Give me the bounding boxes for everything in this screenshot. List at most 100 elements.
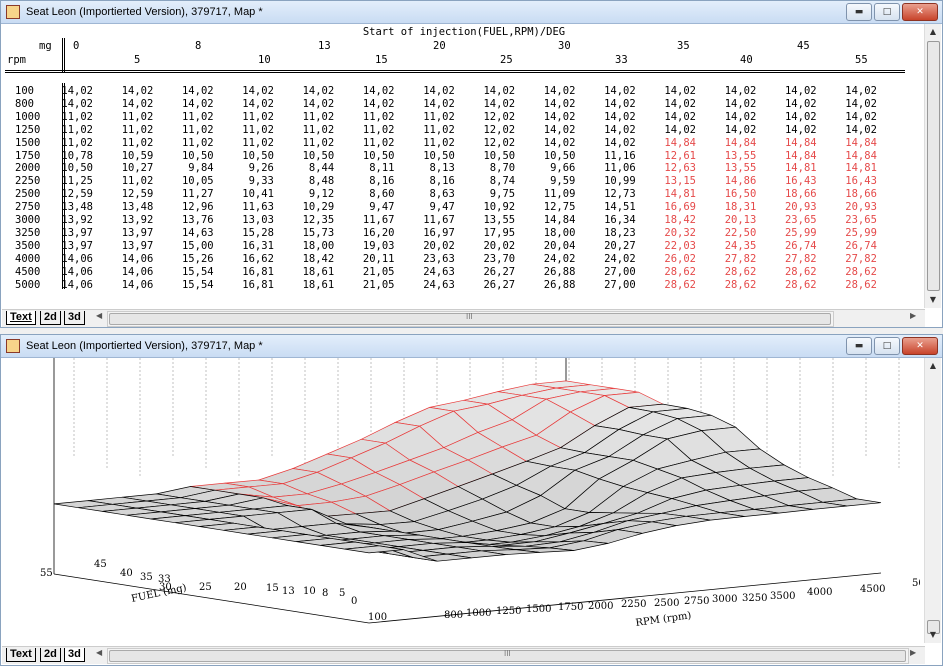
table-cell[interactable]: 21,05	[362, 265, 395, 278]
scroll-down-icon[interactable]: ▼	[929, 630, 937, 639]
table-cell[interactable]: 14,02	[302, 85, 335, 97]
table-cell[interactable]: 25,99	[784, 226, 817, 239]
table-cell[interactable]: 14,06	[121, 265, 154, 278]
table-cell[interactable]: 8,13	[429, 162, 455, 175]
table-cell[interactable]: 22,03	[664, 239, 696, 252]
table-cell[interactable]: 13,55	[724, 149, 757, 162]
table-cell[interactable]: 11,02	[362, 136, 395, 149]
table-cell[interactable]: 26,74	[845, 239, 877, 252]
table-cell[interactable]: 14,81	[664, 188, 696, 201]
table-cell[interactable]: 11,02	[181, 123, 214, 136]
table-cell[interactable]: 14,02	[483, 97, 516, 110]
table-cell[interactable]: 14,02	[423, 97, 455, 110]
table-cell[interactable]: 11,67	[362, 214, 395, 226]
table-cell[interactable]: 15,54	[181, 278, 214, 291]
table-cell[interactable]: 14,02	[61, 85, 93, 97]
table-cell[interactable]: 24,63	[423, 265, 455, 278]
table-cell[interactable]: 14,02	[181, 97, 214, 110]
table-cell[interactable]: 16,43	[845, 175, 877, 188]
table-cell[interactable]: 18,42	[302, 252, 335, 265]
table-cell[interactable]: 9,47	[429, 201, 455, 214]
table-cell[interactable]: 9,26	[248, 162, 274, 175]
table-cell[interactable]: 11,02	[302, 110, 335, 123]
table-cell[interactable]: 24,35	[724, 239, 757, 252]
table-cell[interactable]: 18,00	[543, 226, 576, 239]
table-cell[interactable]: 11,02	[242, 136, 274, 149]
hscroll-thumb[interactable]: III	[109, 312, 831, 325]
table-cell[interactable]: 14,02	[121, 85, 154, 97]
table-cell[interactable]: 28,62	[664, 278, 696, 291]
table-cell[interactable]: 20,27	[604, 239, 636, 252]
table-cell[interactable]: 13,97	[61, 239, 93, 252]
table-cell[interactable]: 20,32	[664, 226, 696, 239]
table-cell[interactable]: 18,23	[604, 226, 636, 239]
table-cell[interactable]: 23,70	[483, 252, 516, 265]
table-cell[interactable]: 20,13	[724, 214, 757, 226]
scroll-thumb[interactable]	[927, 41, 940, 291]
table-cell[interactable]: 14,84	[784, 149, 817, 162]
table-cell[interactable]: 9,12	[308, 188, 335, 201]
table-cell[interactable]: 11,02	[362, 110, 395, 123]
table-cell[interactable]: 14,84	[664, 136, 696, 149]
table-cell[interactable]: 14,02	[604, 85, 636, 97]
table-cell[interactable]: 12,96	[181, 201, 214, 214]
table-cell[interactable]: 14,02	[784, 97, 817, 110]
close-button[interactable]: ✕	[902, 337, 938, 355]
table-cell[interactable]: 20,02	[483, 239, 516, 252]
table-cell[interactable]: 12,61	[664, 149, 696, 162]
table-cell[interactable]: 24,02	[604, 252, 636, 265]
table-cell[interactable]: 11,25	[61, 175, 93, 188]
table-cell[interactable]: 21,05	[362, 278, 395, 291]
table-cell[interactable]: 14,84	[845, 136, 877, 149]
table-cell[interactable]: 14,02	[242, 85, 274, 97]
table-cell[interactable]: 14,02	[604, 123, 636, 136]
table-cell[interactable]: 28,62	[845, 278, 877, 291]
table-cell[interactable]: 10,29	[302, 201, 335, 214]
table-cell[interactable]: 23,65	[784, 214, 817, 226]
table-cell[interactable]: 14,02	[845, 85, 877, 97]
table-cell[interactable]: 16,81	[242, 278, 274, 291]
table-cell[interactable]: 14,02	[302, 97, 335, 110]
scroll-left-icon[interactable]: ◀	[96, 648, 103, 657]
table-cell[interactable]: 11,02	[121, 175, 154, 188]
horizontal-scrollbar[interactable]: III	[107, 311, 834, 327]
table-cell[interactable]: 27,00	[604, 265, 636, 278]
table-cell[interactable]: 26,27	[483, 278, 516, 291]
table-cell[interactable]: 12,02	[483, 123, 516, 136]
table-cell[interactable]: 10,50	[302, 149, 335, 162]
table-cell[interactable]: 11,02	[242, 123, 274, 136]
table-cell[interactable]: 14,84	[784, 136, 817, 149]
table-cell[interactable]: 8,60	[369, 188, 395, 201]
table-cell[interactable]: 10,41	[242, 188, 274, 201]
table-cell[interactable]: 18,66	[784, 188, 817, 201]
table-cell[interactable]: 9,75	[489, 188, 516, 201]
table-cell[interactable]: 16,31	[242, 239, 274, 252]
table-cell[interactable]: 9,59	[550, 175, 576, 188]
table-cell[interactable]: 11,02	[181, 110, 214, 123]
table-cell[interactable]: 14,02	[242, 97, 274, 110]
table-cell[interactable]: 9,47	[369, 201, 395, 214]
table-cell[interactable]: 14,02	[543, 97, 576, 110]
table-cell[interactable]: 14,02	[664, 123, 696, 136]
table-cell[interactable]: 14,06	[61, 265, 93, 278]
table-cell[interactable]: 12,75	[543, 201, 576, 214]
table-cell[interactable]: 10,99	[604, 175, 636, 188]
table-cell[interactable]: 13,76	[181, 214, 214, 226]
table-cell[interactable]: 26,02	[664, 252, 696, 265]
table-cell[interactable]: 13,48	[121, 201, 154, 214]
table-cell[interactable]: 28,62	[664, 265, 696, 278]
table-cell[interactable]: 10,78	[61, 149, 93, 162]
scroll-thumb[interactable]	[927, 620, 940, 634]
table-cell[interactable]: 20,02	[423, 239, 455, 252]
table-cell[interactable]: 15,73	[302, 226, 335, 239]
table-cell[interactable]: 14,02	[724, 97, 757, 110]
table-cell[interactable]: 9,66	[550, 162, 576, 175]
table-cell[interactable]: 14,02	[664, 110, 696, 123]
table-cell[interactable]: 11,02	[362, 123, 395, 136]
table-cell[interactable]: 14,02	[543, 85, 576, 97]
table-cell[interactable]: 28,62	[784, 278, 817, 291]
table-cell[interactable]: 13,92	[61, 214, 93, 226]
table-cell[interactable]: 11,02	[121, 136, 154, 149]
table-cell[interactable]: 9,33	[248, 175, 274, 188]
table-cell[interactable]: 12,02	[483, 136, 516, 149]
